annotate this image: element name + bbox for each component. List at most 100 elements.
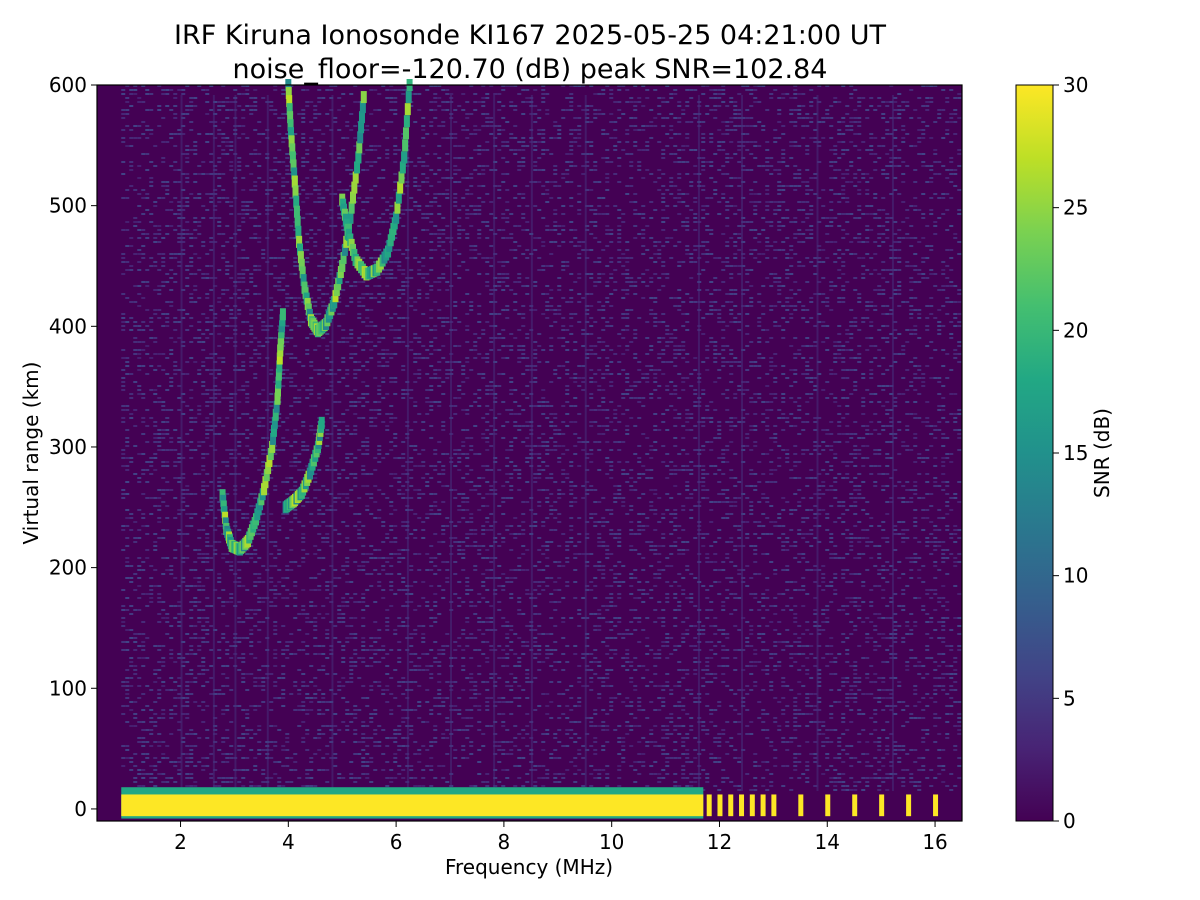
heatmap-noise-cell: [137, 305, 142, 307]
heatmap-noise-cell: [141, 85, 146, 87]
heatmap-noise-cell: [573, 85, 578, 87]
heatmap-noise-cell: [349, 357, 354, 359]
heatmap-noise-cell: [781, 249, 786, 251]
heatmap-noise-cell: [829, 393, 834, 395]
heatmap-noise-cell: [653, 301, 658, 303]
heatmap-noise-cell: [137, 177, 142, 179]
heatmap-noise-cell: [429, 353, 434, 355]
heatmap-noise-cell: [521, 325, 526, 327]
heatmap-noise-cell: [437, 205, 442, 207]
heatmap-noise-cell: [709, 165, 714, 167]
heatmap-noise-cell: [361, 393, 366, 395]
heatmap-noise-cell: [353, 345, 358, 347]
heatmap-noise-cell: [569, 129, 574, 131]
heatmap-noise-cell: [777, 229, 782, 231]
heatmap-noise-cell: [709, 197, 714, 199]
heatmap-noise-cell: [133, 253, 138, 255]
heatmap-noise-cell: [793, 89, 798, 91]
heatmap-noise-cell: [493, 337, 498, 339]
heatmap-noise-cell: [129, 393, 134, 395]
heatmap-noise-cell: [309, 333, 314, 335]
heatmap-noise-cell: [929, 209, 934, 211]
heatmap-noise-cell: [185, 197, 190, 199]
heatmap-noise-cell: [705, 105, 710, 107]
heatmap-noise-cell: [445, 197, 450, 199]
heatmap-noise-cell: [573, 245, 578, 247]
heatmap-noise-cell: [457, 233, 462, 235]
heatmap-noise-cell: [161, 281, 166, 283]
heatmap-noise-cell: [425, 165, 430, 167]
heatmap-noise-cell: [849, 349, 854, 351]
heatmap-noise-cell: [733, 265, 738, 267]
heatmap-noise-cell: [409, 389, 414, 391]
heatmap-noise-cell: [777, 289, 782, 291]
heatmap-noise-cell: [541, 389, 546, 391]
heatmap-noise-cell: [793, 93, 798, 95]
heatmap-noise-cell: [273, 265, 278, 267]
heatmap-noise-cell: [649, 237, 654, 239]
heatmap-noise-cell: [269, 205, 274, 207]
heatmap-noise-cell: [705, 409, 710, 411]
heatmap-noise-cell: [857, 293, 862, 295]
heatmap-noise-cell: [853, 317, 858, 319]
heatmap-noise-cell: [545, 405, 550, 407]
heatmap-noise-cell: [597, 385, 602, 387]
heatmap-noise-cell: [149, 317, 154, 319]
heatmap-noise-cell: [309, 121, 314, 123]
heatmap-noise-cell: [497, 273, 502, 275]
heatmap-noise-cell: [717, 201, 722, 203]
heatmap-noise-cell: [893, 257, 898, 259]
heatmap-noise-cell: [617, 101, 622, 103]
heatmap-noise-cell: [489, 425, 494, 427]
heatmap-noise-cell: [161, 237, 166, 239]
heatmap-noise-cell: [417, 293, 422, 295]
heatmap-noise-cell: [749, 229, 754, 231]
heatmap-noise-cell: [193, 421, 198, 423]
heatmap-noise-cell: [277, 149, 282, 151]
heatmap-noise-cell: [181, 401, 186, 403]
heatmap-noise-cell: [721, 173, 726, 175]
heatmap-noise-cell: [661, 321, 666, 323]
heatmap-noise-cell: [693, 165, 698, 167]
heatmap-noise-cell: [889, 85, 894, 87]
heatmap-noise-cell: [557, 309, 562, 311]
heatmap-noise-cell: [125, 297, 130, 299]
heatmap-noise-cell: [881, 325, 886, 327]
heatmap-noise-cell: [625, 317, 630, 319]
heatmap-noise-cell: [441, 241, 446, 243]
heatmap-noise-cell: [897, 293, 902, 295]
heatmap-noise-cell: [549, 337, 554, 339]
heatmap-noise-cell: [761, 165, 766, 167]
heatmap-noise-cell: [225, 325, 230, 327]
heatmap-noise-cell: [145, 237, 150, 239]
heatmap-noise-cell: [365, 401, 370, 403]
heatmap-noise-cell: [649, 217, 654, 219]
heatmap-noise-cell: [225, 109, 230, 111]
heatmap-noise-cell: [853, 145, 858, 147]
heatmap-noise-cell: [185, 221, 190, 223]
heatmap-noise-cell: [285, 165, 290, 167]
heatmap-noise-cell: [621, 213, 626, 215]
heatmap-noise-cell: [145, 93, 150, 95]
heatmap-noise-cell: [841, 361, 846, 363]
heatmap-noise-cell: [749, 201, 754, 203]
heatmap-noise-cell: [341, 105, 346, 107]
heatmap-noise-cell: [377, 385, 382, 387]
heatmap-noise-cell: [805, 377, 810, 379]
heatmap-noise-cell: [689, 417, 694, 419]
heatmap-noise-cell: [473, 257, 478, 259]
heatmap-noise-cell: [385, 201, 390, 203]
heatmap-noise-cell: [277, 133, 282, 135]
heatmap-noise-cell: [701, 245, 706, 247]
heatmap-noise-cell: [141, 153, 146, 155]
heatmap-noise-cell: [905, 209, 910, 211]
heatmap-noise-cell: [397, 149, 402, 151]
heatmap-noise-cell: [869, 369, 874, 371]
heatmap-noise-cell: [201, 273, 206, 275]
heatmap-noise-cell: [741, 389, 746, 391]
heatmap-noise-cell: [673, 245, 678, 247]
heatmap-noise-cell: [869, 97, 874, 99]
heatmap-noise-cell: [909, 385, 914, 387]
heatmap-noise-cell: [909, 329, 914, 331]
heatmap-noise-cell: [613, 281, 618, 283]
